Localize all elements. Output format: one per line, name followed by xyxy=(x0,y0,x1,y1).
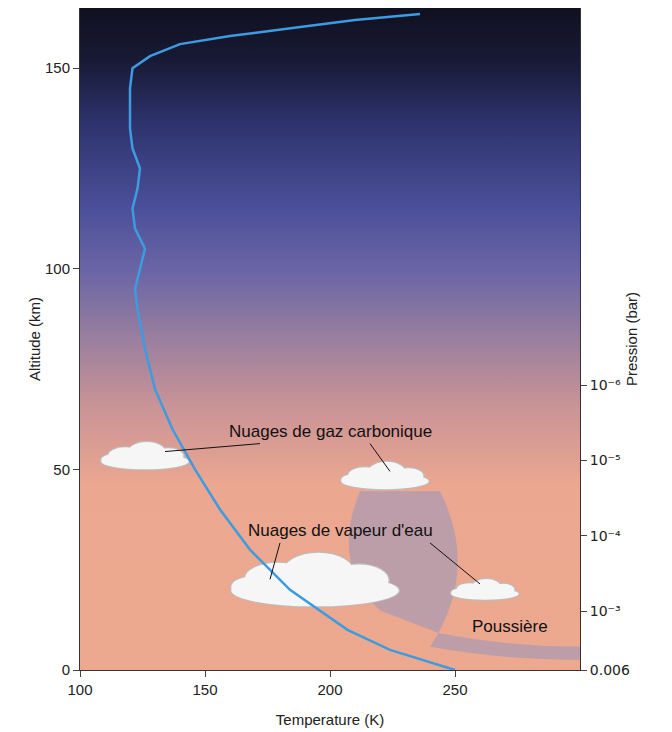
svg-text:Temperature (K): Temperature (K) xyxy=(276,711,384,728)
svg-text:250: 250 xyxy=(442,681,467,698)
svg-text:Nuages de gaz carbonique: Nuages de gaz carbonique xyxy=(229,422,432,441)
svg-text:Poussière: Poussière xyxy=(472,617,548,636)
svg-text:200: 200 xyxy=(317,681,342,698)
svg-text:Pression (bar): Pression (bar) xyxy=(623,292,640,386)
svg-text:150: 150 xyxy=(45,59,70,76)
svg-text:150: 150 xyxy=(192,681,217,698)
svg-text:10⁻⁵: 10⁻⁵ xyxy=(590,452,621,468)
svg-text:0.006: 0.006 xyxy=(590,662,630,678)
svg-text:50: 50 xyxy=(53,461,70,478)
svg-text:10⁻⁶: 10⁻⁶ xyxy=(590,377,621,393)
svg-text:100: 100 xyxy=(67,681,92,698)
svg-text:Nuages de vapeur d'eau: Nuages de vapeur d'eau xyxy=(248,521,433,540)
svg-text:Altitude (km): Altitude (km) xyxy=(26,297,43,381)
svg-text:100: 100 xyxy=(45,260,70,277)
svg-text:10⁻⁴: 10⁻⁴ xyxy=(590,528,621,544)
svg-text:10⁻³: 10⁻³ xyxy=(590,603,621,619)
svg-text:0: 0 xyxy=(62,661,70,678)
